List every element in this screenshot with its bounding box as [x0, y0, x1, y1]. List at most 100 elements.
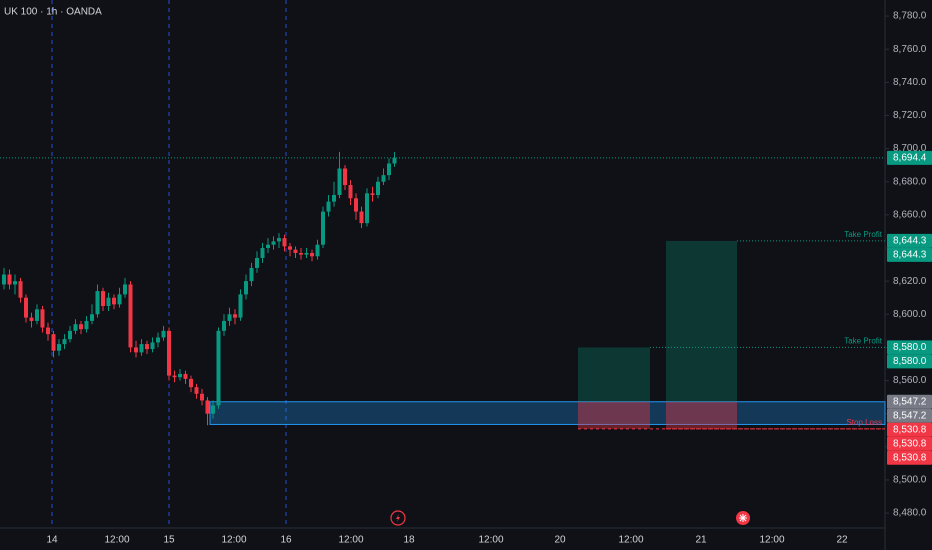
candle-body [387, 163, 391, 176]
candle-body [106, 297, 111, 306]
y-tick-label: 8,660.0 [893, 210, 927, 221]
candle-body [73, 324, 78, 331]
candle-body [277, 238, 281, 242]
candle-body [304, 252, 309, 255]
candle-body [101, 291, 105, 306]
price-badge-label: 8,580.0 [893, 342, 927, 353]
candle-body [79, 324, 83, 330]
candle-body [84, 320, 89, 330]
y-tick-label: 8,720.0 [893, 110, 927, 121]
price-badge [887, 354, 932, 369]
candle-body [299, 252, 303, 255]
price-badge [887, 450, 932, 465]
chart-title: UK 100 · 1h · OANDA [4, 7, 102, 18]
news-icon[interactable] [736, 511, 750, 525]
price-badge-label: 8,547.2 [893, 410, 927, 421]
y-tick-label: 8,740.0 [893, 77, 927, 88]
price-badge [887, 394, 932, 409]
price-badge-label: 8,644.3 [893, 236, 927, 247]
candle-body [68, 330, 72, 340]
price-badge-label: 8,547.2 [893, 396, 927, 407]
candle-body [238, 294, 243, 318]
candle-body [376, 181, 380, 195]
stop-loss-area [578, 401, 650, 429]
y-tick-label: 8,760.0 [893, 44, 927, 55]
candle-body [326, 201, 331, 212]
candle-body [2, 274, 6, 285]
candle-body [343, 168, 347, 186]
candle-body [315, 244, 320, 257]
event-bolt[interactable] [396, 514, 400, 522]
candle-body [359, 211, 364, 224]
event-icon[interactable] [390, 510, 406, 526]
candle-body [381, 175, 386, 182]
candle-body [62, 339, 67, 345]
candle-body [260, 248, 265, 258]
candle-body [233, 314, 237, 318]
candle-body [392, 157, 397, 164]
candle-body [211, 405, 215, 414]
candle-body [189, 378, 193, 388]
price-badge [887, 408, 932, 423]
candle-body [128, 284, 133, 348]
candle-body [51, 334, 56, 351]
candle-body [365, 193, 369, 224]
session-breaks [51, 0, 287, 528]
candle-body [321, 211, 325, 245]
price-badge-label: 8,530.8 [893, 452, 927, 463]
candle-body [200, 393, 204, 401]
x-tick-label: 12:00 [104, 535, 129, 546]
candle-body [46, 327, 50, 335]
x-tick-label: 15 [163, 535, 175, 546]
candle-body [178, 373, 182, 378]
x-tick-label: 18 [403, 535, 415, 546]
candle-body [255, 257, 259, 268]
candle-body [288, 246, 292, 250]
candle-body [29, 317, 34, 321]
x-tick-label: 12:00 [338, 535, 363, 546]
candle-body [172, 375, 177, 378]
candle-body [354, 198, 358, 212]
y-tick-label: 8,500.0 [893, 475, 927, 486]
price-badge [887, 340, 932, 355]
price-badge [887, 150, 932, 165]
price-badge-label: 8,644.3 [893, 250, 927, 261]
event-circle[interactable] [390, 510, 406, 526]
price-badge-label: 8,530.8 [893, 438, 927, 449]
y-tick-label: 8,560.0 [893, 375, 927, 386]
candle-body [117, 294, 122, 305]
candle-body [40, 309, 45, 328]
candle-body [7, 274, 12, 285]
price-badge [887, 436, 932, 451]
price-badge-label: 8,580.0 [893, 356, 927, 367]
candle-body [282, 238, 287, 247]
x-tick-label: 22 [836, 535, 848, 546]
candle-body [194, 387, 199, 394]
x-tick-label: 12:00 [478, 535, 503, 546]
take-profit-area [578, 347, 650, 402]
candle-body [310, 252, 314, 257]
take-profit-area [666, 240, 737, 402]
price-badge [887, 233, 932, 248]
candle-body [112, 297, 116, 305]
price-badge-label: 8,530.8 [893, 424, 927, 435]
candle-body [156, 337, 160, 343]
demand-zone [209, 401, 886, 425]
candle-body [249, 267, 254, 282]
x-tick-label: 14 [46, 535, 58, 546]
stop-loss-label: Stop Loss [846, 418, 882, 427]
take-profit-label: Take Profit [844, 337, 883, 346]
news-glyph[interactable] [739, 514, 747, 522]
candle-body [150, 342, 155, 350]
x-tick-label: 12:00 [618, 535, 643, 546]
price-badge-label: 8,694.4 [893, 153, 927, 164]
candle-body [293, 249, 298, 253]
candle-body [332, 194, 336, 202]
x-tick-label: 16 [280, 535, 292, 546]
candle-body [57, 344, 61, 351]
price-badge [887, 247, 932, 262]
candle-body [167, 330, 171, 376]
candle-body [227, 314, 232, 321]
